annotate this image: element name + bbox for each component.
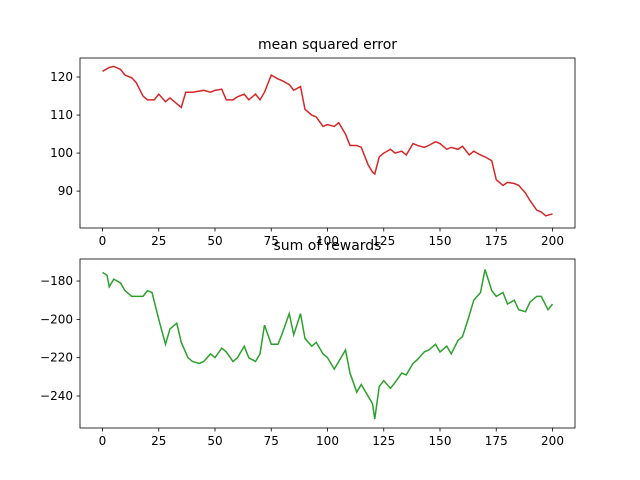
axes-frame: [79, 57, 576, 229]
y-tick-label: 100: [50, 146, 73, 160]
x-tick-label: 100: [316, 434, 339, 448]
x-tick-label: 125: [372, 234, 395, 248]
x-tick-label: 100: [316, 234, 339, 248]
x-tick-label: 175: [485, 234, 508, 248]
x-tick-label: 50: [207, 234, 222, 248]
x-tick-label: 25: [151, 234, 166, 248]
data-line: [102, 269, 554, 420]
x-tick-label: 75: [264, 234, 279, 248]
x-tick-label: 0: [99, 234, 107, 248]
axes-frame: [79, 258, 576, 429]
y-tick-label: −180: [40, 274, 73, 288]
x-tick-label: 200: [541, 234, 564, 248]
y-tick-label: 120: [50, 70, 73, 84]
x-tick-label: 150: [429, 434, 452, 448]
x-tick-label: 50: [207, 434, 222, 448]
chart-title: mean squared error: [258, 37, 397, 53]
x-tick-label: 0: [99, 434, 107, 448]
y-tick-label: −240: [40, 389, 73, 403]
chart-title: sum of rewards: [274, 238, 382, 254]
x-tick-label: 150: [429, 234, 452, 248]
y-tick-label: −220: [40, 351, 73, 365]
x-tick-label: 75: [264, 434, 279, 448]
data-line: [102, 65, 553, 217]
x-tick-label: 25: [151, 434, 166, 448]
x-tick-label: 200: [541, 434, 564, 448]
y-tick-label: 90: [58, 184, 73, 198]
x-tick-label: 175: [485, 434, 508, 448]
x-tick-label: 125: [372, 434, 395, 448]
y-tick-label: 110: [50, 108, 73, 122]
y-tick-label: −200: [40, 312, 73, 326]
